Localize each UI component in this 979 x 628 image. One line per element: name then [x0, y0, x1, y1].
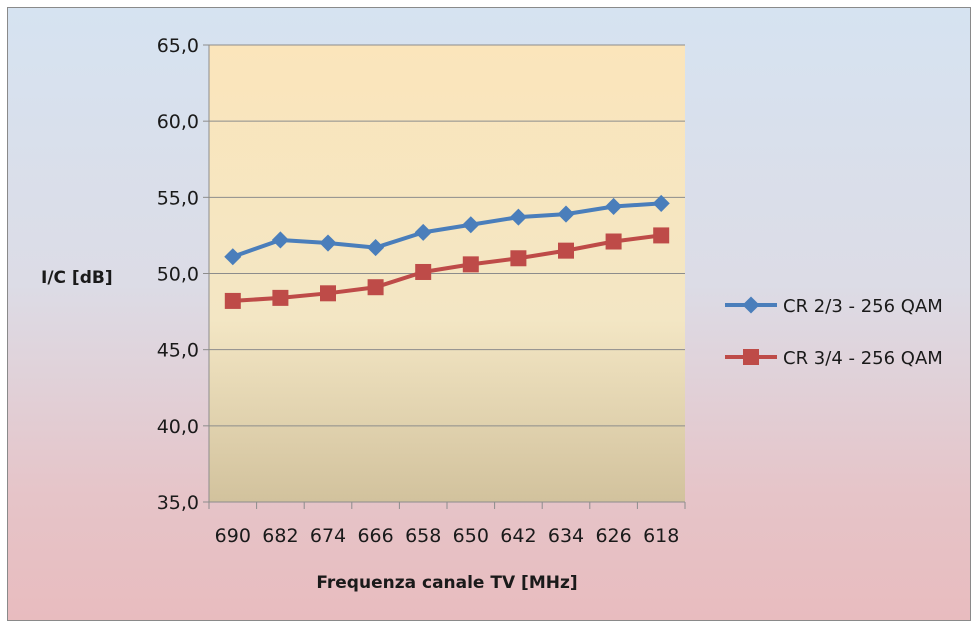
series-2: [224, 227, 670, 309]
legend-label: CR 2/3 - 256 QAM: [783, 296, 943, 317]
legend: CR 2/3 - 256 QAM CR 3/4 - 256 QAM: [725, 296, 943, 369]
x-tick-label: 666: [357, 525, 393, 547]
x-tick-label: 618: [643, 525, 679, 547]
chart-frame: 35,0 40,0 45,0 50,0 55,0 60,0 65,0 690 682 674 666…: [7, 7, 971, 621]
y-tick-label: 35,0: [157, 492, 199, 514]
diamond-marker: [652, 194, 670, 212]
diamond-marker: [224, 248, 242, 266]
square-marker: [367, 279, 384, 296]
square-marker: [224, 292, 241, 309]
x-tick-label: 682: [262, 525, 298, 547]
square-marker: [558, 242, 574, 259]
square-marker: [272, 289, 289, 306]
x-tick-label: 650: [453, 525, 489, 547]
diamond-marker: [319, 234, 337, 252]
diamond-marker: [557, 205, 575, 223]
y-tick-label: 45,0: [157, 340, 199, 362]
y-axis-title: I/C [dB]: [41, 268, 113, 288]
diamond-marker: [742, 296, 760, 314]
series-group: [224, 194, 670, 309]
x-tick-label: 690: [215, 525, 251, 547]
x-tick-label: 642: [500, 525, 536, 547]
square-marker: [510, 250, 527, 267]
diamond-marker: [414, 223, 432, 241]
y-tick-label: 40,0: [157, 416, 199, 438]
x-tick-label: 626: [595, 525, 631, 547]
legend-item: CR 2/3 - 256 QAM: [725, 296, 943, 317]
x-tick-label: 658: [405, 525, 441, 547]
y-tick-label: 50,0: [157, 264, 199, 286]
square-marker: [320, 285, 336, 302]
axes: 35,0 40,0 45,0 50,0 55,0 60,0 65,0 690 682 674 666…: [157, 35, 686, 547]
diamond-marker: [271, 231, 289, 249]
series-line: [232, 201, 662, 259]
square-marker: [743, 349, 759, 365]
legend-label: CR 3/4 - 256 QAM: [783, 348, 943, 369]
series-1: [224, 194, 670, 266]
x-tick-label: 634: [548, 525, 584, 547]
square-marker: [653, 227, 670, 244]
diamond-marker: [462, 216, 480, 234]
x-axis-title: Frequenza canale TV [MHz]: [316, 573, 577, 593]
y-tick-label: 55,0: [157, 187, 199, 209]
line-chart: 35,0 40,0 45,0 50,0 55,0 60,0 65,0 690 682 674 666…: [41, 35, 943, 593]
square-marker: [415, 263, 432, 280]
y-tick-label: 65,0: [157, 35, 199, 57]
diamond-marker: [367, 239, 385, 257]
diamond-marker: [605, 197, 623, 216]
square-marker: [605, 233, 622, 250]
diamond-marker: [509, 208, 527, 226]
y-tick-label: 60,0: [157, 111, 199, 133]
series-line: [232, 233, 662, 303]
x-tick-label: 674: [310, 525, 346, 547]
square-marker: [462, 256, 479, 273]
legend-item: CR 3/4 - 256 QAM: [725, 348, 943, 369]
